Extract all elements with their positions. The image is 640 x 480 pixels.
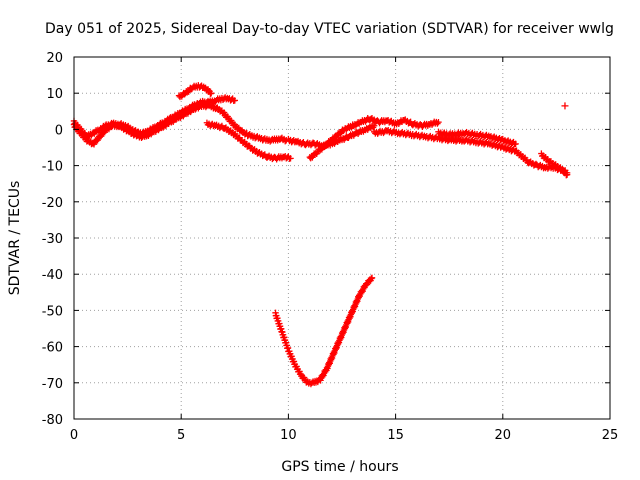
series-trace bbox=[435, 128, 519, 148]
series-trace bbox=[175, 82, 215, 101]
grid bbox=[74, 57, 610, 419]
series-trace bbox=[561, 102, 569, 110]
y-tick-label: -20 bbox=[42, 196, 63, 211]
y-tick-label: 10 bbox=[46, 87, 63, 102]
y-tick-label: -30 bbox=[42, 232, 63, 247]
y-tick-label: 20 bbox=[46, 51, 63, 66]
x-tick-label: 15 bbox=[387, 428, 404, 443]
series-trace bbox=[70, 101, 290, 148]
y-tick-label: -70 bbox=[42, 377, 63, 392]
series-trace bbox=[272, 274, 376, 388]
x-axis-label: GPS time / hours bbox=[281, 459, 398, 475]
data-points bbox=[70, 82, 571, 388]
data-point bbox=[512, 140, 519, 148]
data-point bbox=[434, 120, 441, 127]
y-axis-label: SDTVAR / TECUs bbox=[7, 181, 23, 296]
series-trace bbox=[285, 122, 378, 150]
y-tick-label: -50 bbox=[42, 304, 63, 319]
series-trace bbox=[538, 150, 571, 177]
data-point bbox=[563, 169, 571, 177]
data-point bbox=[368, 275, 375, 282]
chart-title: Day 051 of 2025, Sidereal Day-to-day VTE… bbox=[45, 21, 614, 37]
y-tick-label: -10 bbox=[42, 160, 63, 175]
data-point bbox=[208, 90, 215, 97]
data-point bbox=[231, 97, 238, 104]
x-tick-label: 25 bbox=[602, 428, 619, 443]
series-trace bbox=[306, 122, 356, 162]
y-tick-label: 0 bbox=[55, 123, 63, 138]
data-point bbox=[370, 122, 378, 129]
data-point bbox=[561, 102, 569, 110]
series-trace bbox=[349, 115, 442, 130]
x-tick-label: 10 bbox=[280, 428, 297, 443]
axis-ticks: 0 5 10 15 20 25 -80 -70 -60 -50 -40 -30 -20 -10 0 10 20 bbox=[42, 51, 619, 443]
y-tick-label: -80 bbox=[42, 413, 63, 428]
x-tick-label: 20 bbox=[495, 428, 512, 443]
series-trace bbox=[203, 119, 294, 163]
y-tick-label: -60 bbox=[42, 341, 63, 356]
x-tick-label: 5 bbox=[177, 428, 185, 443]
x-tick-label: 0 bbox=[70, 428, 78, 443]
data-point bbox=[368, 274, 376, 282]
data-point bbox=[435, 118, 442, 126]
y-tick-label: -40 bbox=[42, 268, 63, 283]
data-point bbox=[287, 155, 294, 162]
